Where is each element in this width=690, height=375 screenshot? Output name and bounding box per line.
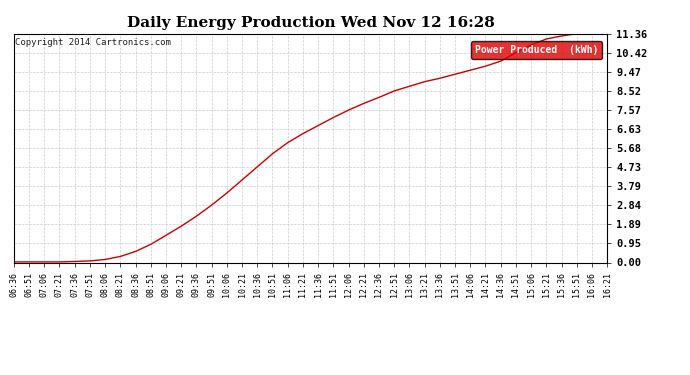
Title: Daily Energy Production Wed Nov 12 16:28: Daily Energy Production Wed Nov 12 16:28 — [126, 16, 495, 30]
Legend: Power Produced  (kWh): Power Produced (kWh) — [471, 41, 602, 58]
Text: Copyright 2014 Cartronics.com: Copyright 2014 Cartronics.com — [15, 38, 171, 47]
